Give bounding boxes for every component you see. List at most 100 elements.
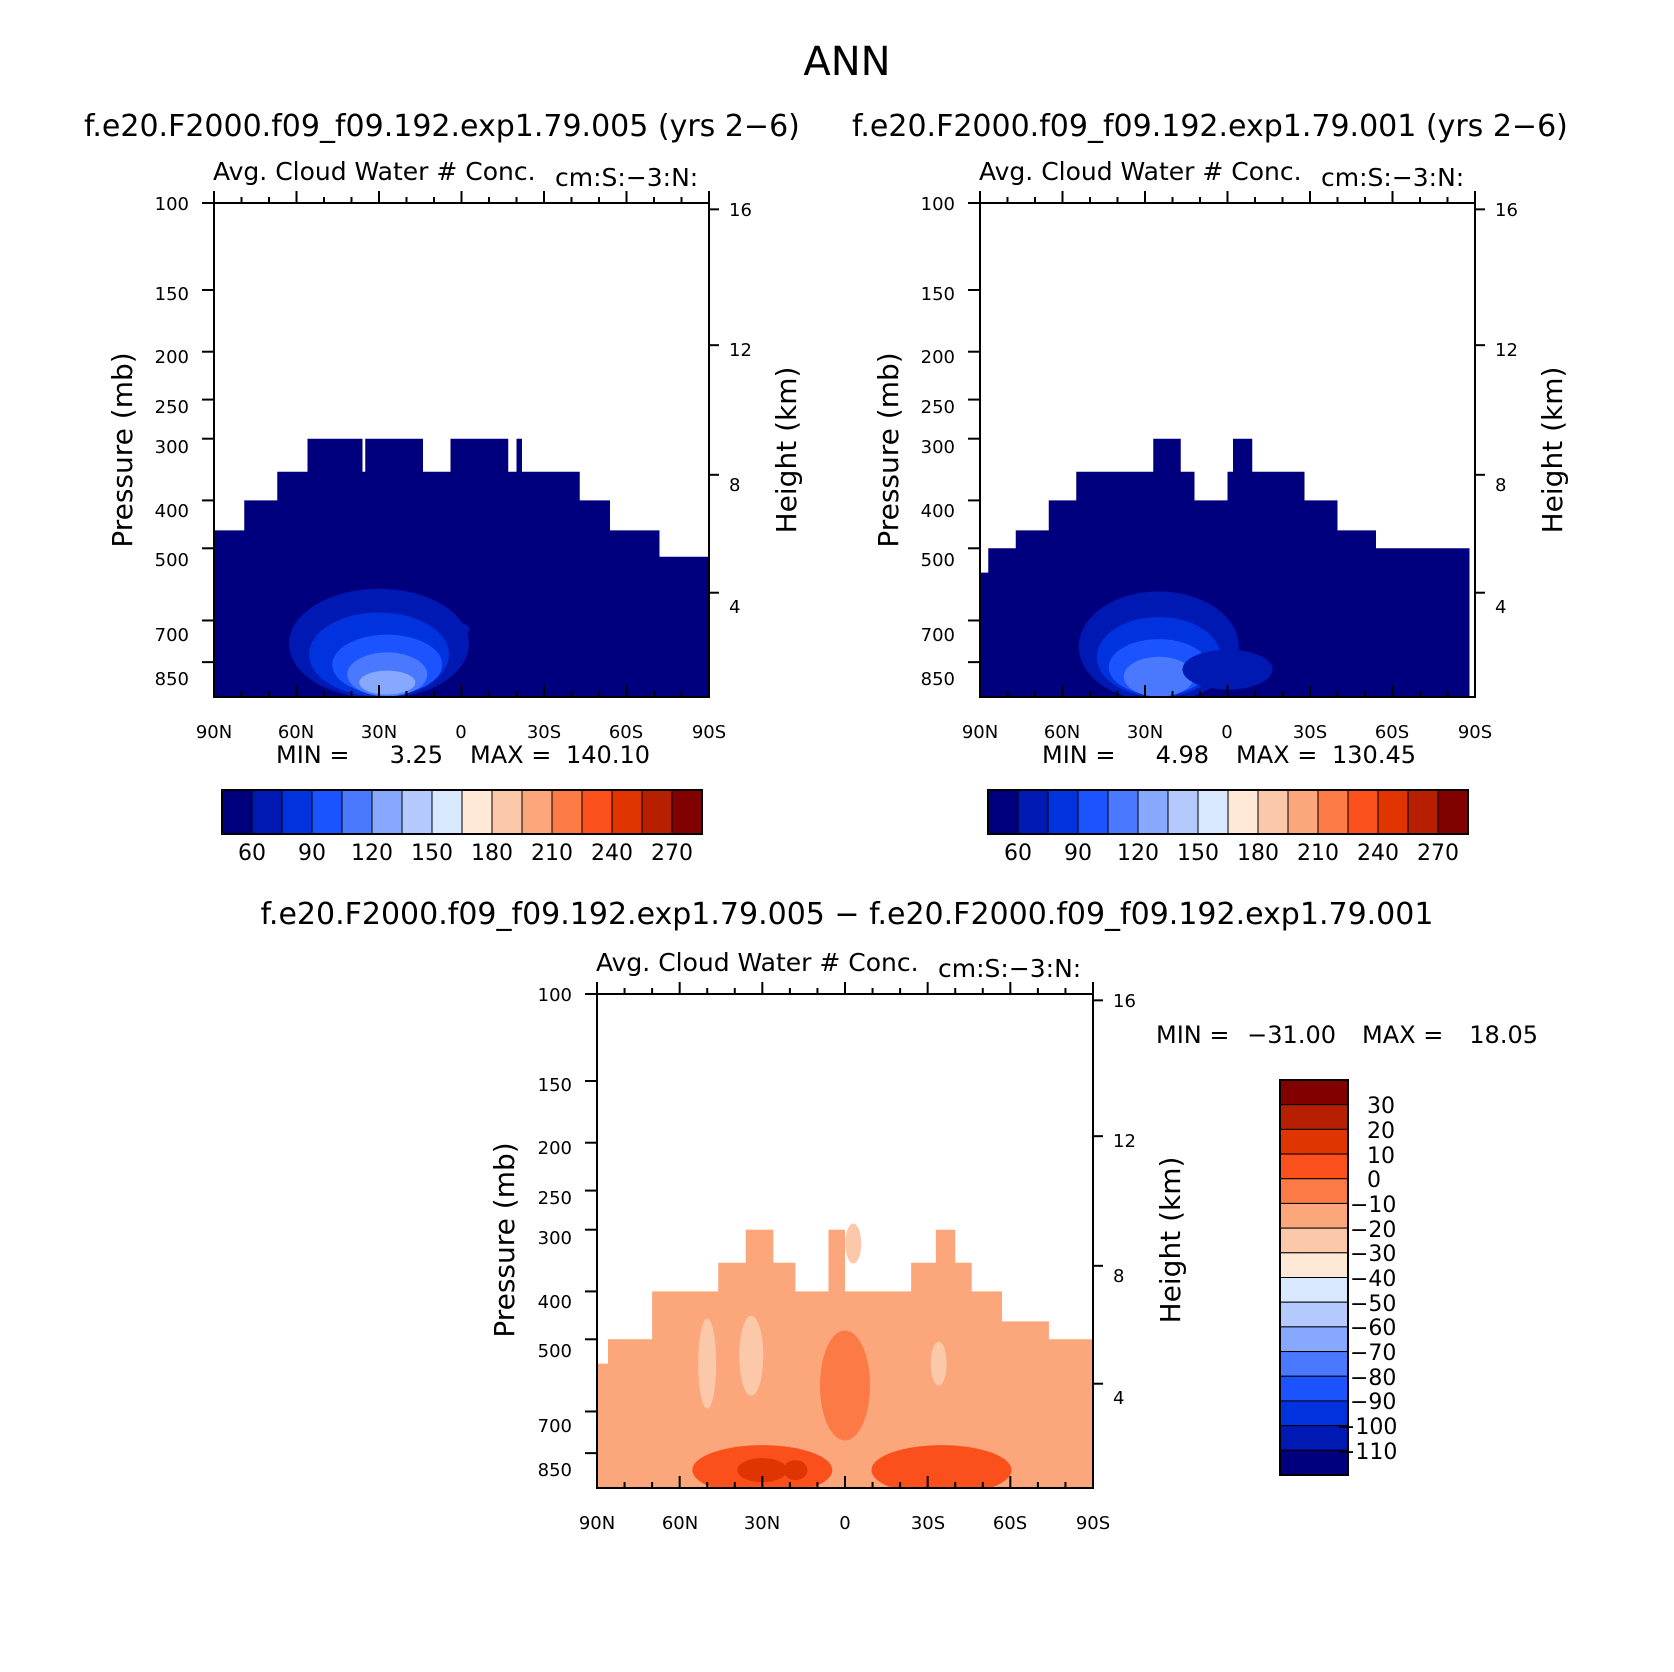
panel3-colorbar-swatch bbox=[1279, 1301, 1349, 1328]
panel2-colorbar-swatch bbox=[1227, 789, 1259, 835]
panel3-colorbar-label-neg110: −110 bbox=[1337, 1440, 1397, 1465]
panel2-xtick-label-60N: 60N bbox=[1044, 722, 1080, 743]
panel3-contour-field bbox=[597, 1223, 1093, 1488]
panel1-xtick-label-0: 0 bbox=[455, 722, 466, 743]
panel2-ytick-label-100: 100 bbox=[921, 194, 955, 215]
panel2-colorbar-label-270: 270 bbox=[1417, 841, 1459, 866]
panel2-colorbar-swatch bbox=[1137, 789, 1169, 835]
panel1-colorbar-swatch bbox=[671, 789, 703, 835]
panel2-ytick-label-700: 700 bbox=[921, 625, 955, 646]
panel1-colorbar-label-180: 180 bbox=[471, 841, 513, 866]
panel3-colorbar-swatch bbox=[1279, 1227, 1349, 1254]
panel2-y2tick-label-4: 4 bbox=[1495, 597, 1506, 618]
panel2-colorbar-swatch bbox=[1437, 789, 1469, 835]
panel3-contour-level bbox=[845, 1223, 862, 1264]
panel3-colorbar-swatch bbox=[1279, 1128, 1349, 1155]
panel1-xtick-label-30S: 30S bbox=[527, 722, 561, 743]
panel2-colorbar-swatch bbox=[1347, 789, 1379, 835]
panel2-colorbar-swatch bbox=[1257, 789, 1289, 835]
panel2-xtick-label-30S: 30S bbox=[1293, 722, 1327, 743]
panel2-xtick-label-0: 0 bbox=[1221, 722, 1232, 743]
panel3-ytick-label-200: 200 bbox=[538, 1138, 572, 1159]
panel1-ytick-label-400: 400 bbox=[155, 501, 189, 522]
panel3-y2tick-label-4: 4 bbox=[1113, 1388, 1124, 1409]
panel1-ytick-label-700: 700 bbox=[155, 625, 189, 646]
panel3-ytick-label-400: 400 bbox=[538, 1292, 572, 1313]
panel3-colorbar-swatch bbox=[1279, 1326, 1349, 1353]
panel1-colorbar-swatch bbox=[551, 789, 583, 835]
panel3-ytick-label-100: 100 bbox=[538, 985, 572, 1006]
panel1-colorbar-swatch bbox=[341, 789, 373, 835]
panel2-colorbar-swatch bbox=[1317, 789, 1349, 835]
panel1-colorbar-label-270: 270 bbox=[651, 841, 693, 866]
panel1-colorbar-swatch bbox=[521, 789, 553, 835]
panel3-ytick-label-250: 250 bbox=[538, 1188, 572, 1209]
panel3-colorbar-swatch bbox=[1279, 1079, 1349, 1106]
panel-2: Avg. Cloud Water # Conc. cm:S:−3:N: Pres… bbox=[872, 157, 1569, 866]
panel2-var-label: Avg. Cloud Water # Conc. bbox=[979, 157, 1302, 186]
panel1-colorbar-swatch bbox=[461, 789, 493, 835]
panel2-colorbar-swatch bbox=[1077, 789, 1109, 835]
panel1-max-label: MAX = bbox=[470, 741, 551, 769]
panel3-xtick-label-60S: 60S bbox=[993, 1513, 1027, 1534]
panel2-colorbar-swatch bbox=[1047, 789, 1079, 835]
panel2-colorbar-swatch bbox=[1377, 789, 1409, 835]
panel1-y2tick-label-8: 8 bbox=[729, 475, 740, 496]
panel1-units-label: cm:S:−3:N: bbox=[555, 163, 698, 192]
panel3-colorbar-swatch bbox=[1279, 1178, 1349, 1204]
panel2-ticks bbox=[968, 191, 1485, 697]
panel3-max-label: MAX = bbox=[1362, 1021, 1443, 1049]
panel2-colorbar-swatch bbox=[1197, 789, 1229, 835]
panel3-colorbar-label-0: 0 bbox=[1367, 1168, 1381, 1193]
panel1-colorbar-swatch bbox=[491, 789, 523, 835]
panel3-var-label: Avg. Cloud Water # Conc. bbox=[596, 948, 919, 977]
panel1-colorbar-swatch bbox=[641, 789, 673, 835]
panel2-ytick-label-850: 850 bbox=[921, 669, 955, 690]
panel2-min-label: MIN = bbox=[1042, 741, 1115, 769]
panel3-colorbar-label-neg20: −20 bbox=[1350, 1218, 1396, 1243]
panel2-ytick-label-250: 250 bbox=[921, 397, 955, 418]
panel1-ytick-label-150: 150 bbox=[155, 284, 189, 305]
panel2-xtick-label-30N: 30N bbox=[1127, 722, 1163, 743]
panel1-ytick-label-250: 250 bbox=[155, 397, 189, 418]
panel3-contour-level bbox=[737, 1458, 788, 1483]
panel2-ytick-label-150: 150 bbox=[921, 284, 955, 305]
panel1-y2tick-label-12: 12 bbox=[729, 340, 752, 361]
panel1-colorbar-swatch bbox=[401, 789, 433, 835]
panel1-colorbar-swatch bbox=[371, 789, 403, 835]
panel2-colorbar-swatch bbox=[987, 789, 1019, 835]
panel3-ytick-label-850: 850 bbox=[538, 1460, 572, 1481]
panel1-ytick-label-850: 850 bbox=[155, 669, 189, 690]
panel3-ytick-label-700: 700 bbox=[538, 1416, 572, 1437]
panel2-y2label: Height (km) bbox=[1536, 367, 1569, 534]
panel1-colorbar-swatch bbox=[221, 789, 253, 835]
panel1-ytick-label-100: 100 bbox=[155, 194, 189, 215]
panel3-y2label: Height (km) bbox=[1154, 1157, 1187, 1324]
panel3-y2tick-label-16: 16 bbox=[1113, 991, 1136, 1012]
panel2-colorbar-label-120: 120 bbox=[1117, 841, 1159, 866]
panel1-var-label: Avg. Cloud Water # Conc. bbox=[213, 157, 536, 186]
panel3-colorbar-swatch bbox=[1279, 1449, 1349, 1476]
panel2-y2tick-label-12: 12 bbox=[1495, 340, 1518, 361]
panel3-case-title: f.e20.F2000.f09_f09.192.exp1.79.005 − f.… bbox=[261, 897, 1434, 932]
panel1-contour-level bbox=[453, 623, 470, 636]
panel2-ytick-label-300: 300 bbox=[921, 437, 955, 458]
panel3-xtick-label-90S: 90S bbox=[1076, 1513, 1110, 1534]
panel3-ticks bbox=[585, 982, 1103, 1488]
panel3-colorbar-swatch bbox=[1279, 1252, 1349, 1278]
panel2-ytick-label-500: 500 bbox=[921, 550, 955, 571]
panel2-colorbar-label-150: 150 bbox=[1177, 841, 1219, 866]
panel2-contour-level bbox=[1123, 656, 1194, 697]
panel3-ytick-label-150: 150 bbox=[538, 1075, 572, 1096]
panel1-ticks bbox=[202, 191, 719, 697]
panel2-colorbar-swatch bbox=[1167, 789, 1199, 835]
panel1-colorbar-label-120: 120 bbox=[351, 841, 393, 866]
panel2-ylabel: Pressure (mb) bbox=[872, 352, 905, 547]
panel2-max-label: MAX = bbox=[1236, 741, 1317, 769]
panel1-contour-level bbox=[359, 670, 416, 695]
panel2-colorbar-label-210: 210 bbox=[1297, 841, 1339, 866]
panel3-y2tick-label-8: 8 bbox=[1113, 1266, 1124, 1287]
panel3-colorbar-label-20: 20 bbox=[1367, 1119, 1395, 1144]
panel1-colorbar-label-90: 90 bbox=[298, 841, 326, 866]
